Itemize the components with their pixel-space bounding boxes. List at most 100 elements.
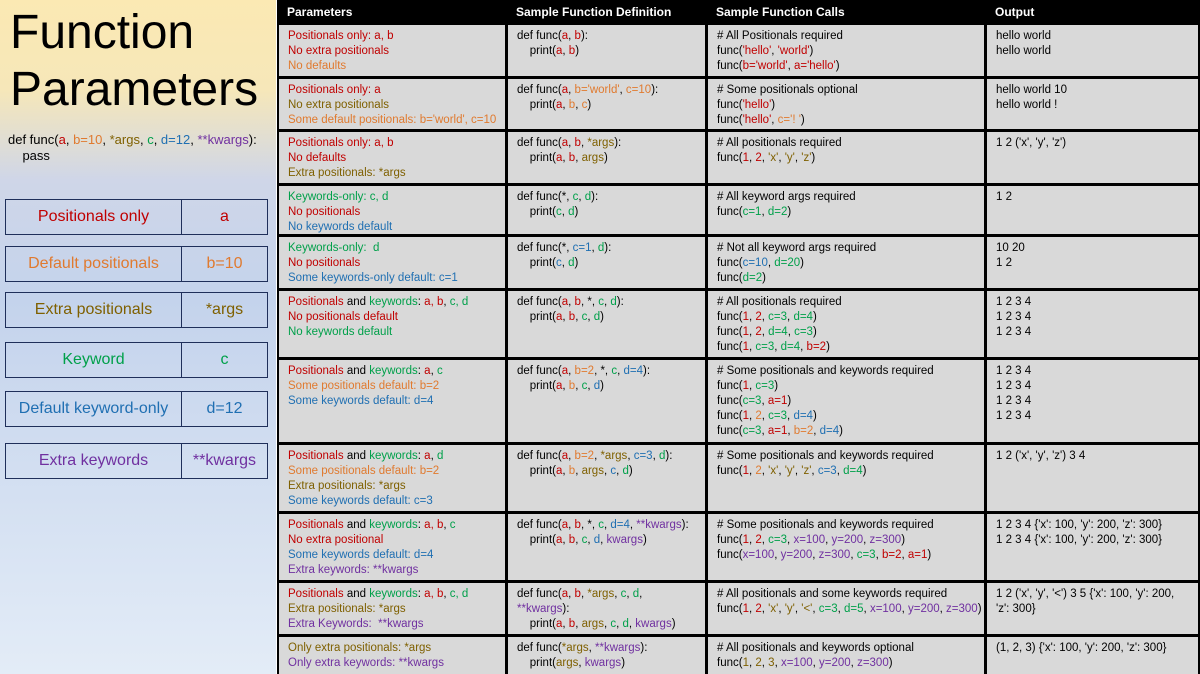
- text-segment: 'y': [784, 603, 795, 615]
- text-segment: **kwargs: [197, 132, 249, 147]
- text-segment: ,: [794, 603, 802, 615]
- text-segment: c: [555, 257, 562, 269]
- text-segment: func(: [717, 311, 743, 323]
- text-segment: ,: [568, 84, 575, 96]
- text-segment: func(: [717, 425, 743, 437]
- text-segment: c: [581, 380, 588, 392]
- output-cell: 1 2 3 4 {'x': 100, 'y': 200, 'z': 300} 1 …: [987, 514, 1198, 580]
- text-segment: No extra positionals: [288, 99, 389, 111]
- text-segment: c: [620, 588, 627, 600]
- text-segment: ,: [863, 603, 870, 615]
- output-cell: 1 2 ('x', 'y', '<') 3 5 {'x': 100, 'y': …: [987, 583, 1198, 634]
- text-segment: def func(: [517, 450, 562, 462]
- text-segment: *args: [109, 132, 140, 147]
- text-segment: ,: [626, 588, 633, 600]
- text-segment: print(: [517, 657, 556, 669]
- text-line: Extra Keywords: **kwargs: [288, 617, 505, 632]
- text-segment: 1 2: [996, 191, 1012, 203]
- text-segment: ,: [812, 603, 819, 615]
- text-segment: def func(: [517, 137, 562, 149]
- text-segment: c=1: [572, 242, 592, 254]
- text-segment: ,: [575, 311, 582, 323]
- text-segment: ,: [863, 534, 870, 546]
- text-segment: c: [449, 519, 456, 531]
- calls-cell: # All positionals required func(1, 2, 'x'…: [708, 132, 984, 183]
- text-segment: keywords: [369, 519, 418, 531]
- text-segment: '<': [801, 603, 813, 615]
- text-segment: d=4: [819, 425, 840, 437]
- text-segment: b: [574, 296, 581, 308]
- text-line: # All positionals required: [717, 295, 984, 310]
- text-segment: 1 2 3 4: [996, 410, 1032, 422]
- text-segment: keywords: [369, 588, 418, 600]
- text-segment: z=300: [946, 603, 978, 615]
- text-line: hello world: [996, 44, 1198, 59]
- text-segment: ,: [748, 657, 756, 669]
- text-segment: 1 2 ('x', 'y', '<') 3 5 {'x': 100, 'y': …: [996, 588, 1175, 600]
- text-segment: Some keywords default: c=3: [288, 495, 433, 507]
- header-definition: Sample Function Definition: [508, 3, 705, 21]
- text-segment: ,: [761, 311, 769, 323]
- text-line: def func(*, c=1, d):: [517, 241, 705, 256]
- page-title-line1: Function: [10, 6, 195, 59]
- text-segment: 'z': 300}: [996, 603, 1036, 615]
- text-segment: ,: [562, 45, 569, 57]
- text-line: pass: [8, 148, 257, 164]
- text-line: Some positionals default: b=2: [288, 379, 505, 394]
- text-segment: ,: [800, 341, 807, 353]
- text-segment: , *,: [594, 365, 612, 377]
- text-segment: c=3: [755, 380, 775, 392]
- calls-cell: # Some positionals and keywords required…: [708, 514, 984, 580]
- text-segment: ): [809, 45, 814, 57]
- text-segment: *args: [561, 642, 589, 654]
- text-segment: ,: [778, 603, 785, 615]
- text-line: Positionals and keywords: a, c: [288, 364, 505, 379]
- text-segment: ,: [102, 132, 110, 147]
- text-segment: ,: [603, 618, 611, 630]
- text-segment: ): [603, 152, 608, 164]
- text-segment: :: [417, 296, 425, 308]
- text-line: # All Positionals required: [717, 29, 984, 44]
- calls-cell: # All keyword args required func(c=1, d=2…: [708, 186, 984, 234]
- legend-item: Default keyword-only d=12: [5, 391, 268, 427]
- text-segment: Some positionals default: b=2: [288, 465, 440, 477]
- text-line: func(1, 2, c=3, d=4): [717, 310, 984, 325]
- text-line: Extra positionals: *args: [288, 166, 505, 181]
- text-line: No positionals default: [288, 310, 505, 325]
- text-segment: d: [593, 311, 601, 323]
- legend-name: Extra positionals: [6, 293, 182, 327]
- calls-cell: # Some positionals optional func('hello')…: [708, 79, 984, 129]
- text-segment: z=300: [818, 549, 851, 561]
- text-segment: ): [800, 257, 804, 269]
- text-segment: Positionals only: a, b: [288, 30, 394, 42]
- text-segment: a, b: [424, 519, 444, 531]
- text-segment: func(: [717, 410, 743, 422]
- text-segment: ): [628, 465, 633, 477]
- definition-cell: def func(a, b, *, c, d=4, **kwargs): pri…: [508, 514, 705, 580]
- text-segment: ,: [561, 257, 569, 269]
- text-segment: Positionals only: a, b: [288, 137, 394, 149]
- text-segment: ,: [562, 152, 569, 164]
- text-segment: 1 2 3 4: [996, 380, 1032, 392]
- text-line: def func(a, b, *, c, d=4, **kwargs):: [517, 518, 705, 533]
- text-segment: # All positionals required: [717, 137, 842, 149]
- text-segment: ,: [761, 603, 769, 615]
- text-segment: d: [658, 450, 666, 462]
- text-segment: func(: [717, 99, 743, 111]
- text-segment: a: [555, 618, 563, 630]
- text-segment: b=2: [793, 425, 814, 437]
- output-cell: 1 2: [987, 186, 1198, 234]
- text-segment: ,: [836, 465, 844, 477]
- text-segment: a, b: [424, 588, 444, 600]
- text-segment: 2: [755, 326, 762, 338]
- text-segment: Some positionals default: b=2: [288, 380, 440, 392]
- text-segment: c, d: [449, 588, 469, 600]
- text-line: func(1, 2, c=3, d=4): [717, 409, 984, 424]
- text-line: hello world !: [996, 98, 1198, 113]
- text-segment: 2: [755, 152, 762, 164]
- text-segment: 'x': [768, 465, 779, 477]
- text-segment: ,: [761, 425, 768, 437]
- text-segment: ,: [761, 395, 768, 407]
- text-segment: ,: [850, 657, 858, 669]
- text-segment: Some default positionals: b='world', c=1…: [288, 114, 497, 126]
